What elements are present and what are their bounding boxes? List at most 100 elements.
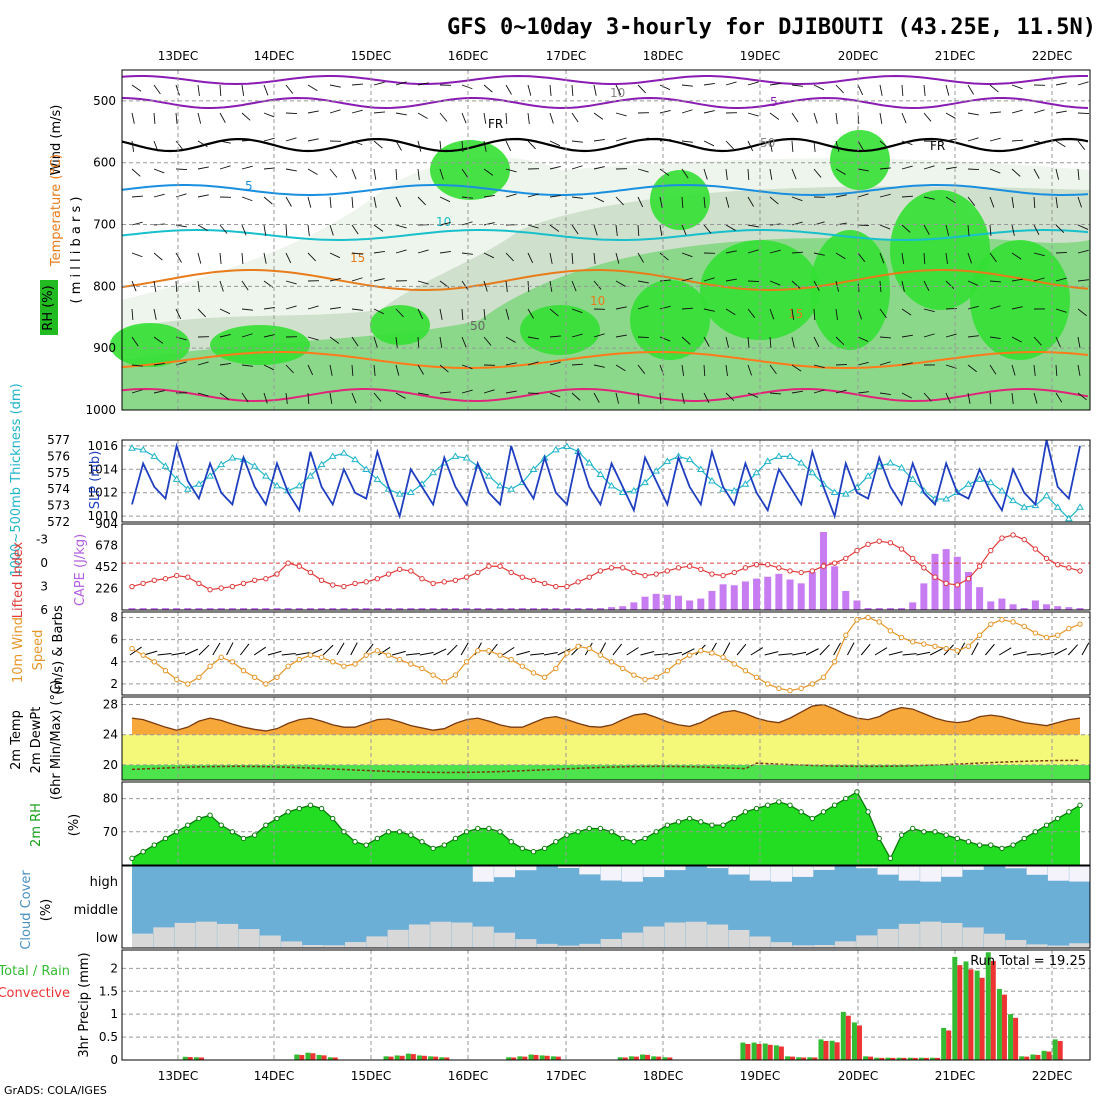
wind-barb-profile xyxy=(637,336,650,339)
li-line-pt-52 xyxy=(709,571,715,577)
rh2m-line-pt-52 xyxy=(709,822,715,828)
wind10-speed-line-pt-83 xyxy=(1054,632,1061,638)
wind-barb-profile xyxy=(659,196,663,208)
cape-bar-24 xyxy=(396,608,404,610)
cloud-low-1 xyxy=(153,927,175,948)
wind-barb-profile xyxy=(923,165,935,170)
wind-barb-profile xyxy=(417,82,429,86)
precip-bar-total-31 xyxy=(840,1011,846,1060)
wind-barb-profile xyxy=(835,112,838,124)
wind-barb-profile xyxy=(285,168,297,172)
li-line-pt-34 xyxy=(508,569,514,576)
wind10-barb-15 xyxy=(336,642,345,656)
wind-barb-profile xyxy=(263,84,269,96)
cape-bar-12 xyxy=(262,608,270,610)
wind10-speed-line-pt-37 xyxy=(541,674,548,680)
cloud-low-0 xyxy=(132,933,153,948)
li-line-pt-60 xyxy=(798,569,804,576)
cape-bar-50 xyxy=(686,600,694,610)
wind-barb-profile xyxy=(791,196,803,202)
rh-blob-3 xyxy=(520,305,600,355)
cloud-low-6 xyxy=(259,935,281,948)
cape-tick-1: 452 xyxy=(95,560,118,574)
cape-bar-13 xyxy=(273,608,281,610)
wind-barb-profile xyxy=(703,82,715,86)
cloud-low-12 xyxy=(387,929,409,948)
thickness-line-pt-69 xyxy=(897,463,906,471)
wind-barb-profile xyxy=(703,308,715,312)
cloud-high-gap-37 xyxy=(920,866,942,882)
cloud-high-gap-29 xyxy=(749,866,771,881)
wind10-speed-line-pt-49 xyxy=(675,659,682,665)
wind-barb-profile xyxy=(351,140,363,146)
wind-barb-profile xyxy=(373,336,378,348)
isotherm-purple-2 xyxy=(121,96,1089,110)
thickness-line-pt-16 xyxy=(306,472,315,479)
cape-bar-4 xyxy=(173,608,181,610)
wind-barb-profile xyxy=(923,84,926,96)
wind-barb-profile xyxy=(483,112,487,124)
wind-barb-profile xyxy=(769,280,781,286)
li-line-pt-55 xyxy=(742,565,749,571)
thickness-line-pt-60 xyxy=(797,458,806,466)
wind-barb-profile xyxy=(263,364,275,371)
cape-bar-37 xyxy=(541,608,549,610)
wind-barb-profile xyxy=(967,335,979,338)
wind10-speed-line-pt-42 xyxy=(597,652,604,658)
cloud-low-30 xyxy=(771,942,792,948)
wind-barb-profile xyxy=(417,392,429,396)
wind-barb-profile xyxy=(263,392,268,404)
li-line-pt-22 xyxy=(374,576,381,582)
wind-barb-profile xyxy=(527,224,539,229)
cape-bar-1 xyxy=(139,608,147,610)
precip-bar-conv-40 xyxy=(946,1030,952,1060)
cloud-low-27 xyxy=(707,924,729,948)
rh2m-ylabel: 2m RH xyxy=(29,803,44,847)
wind-barb-profile xyxy=(461,280,469,291)
wind-barb-profile xyxy=(791,308,795,320)
cape-tick-3: 904 xyxy=(95,517,118,531)
li-line-pt-28 xyxy=(441,579,447,585)
li-line-pt-9 xyxy=(229,583,236,590)
rh2m-line-pt-32 xyxy=(486,825,492,832)
wind-barb-profile xyxy=(505,140,512,152)
wind-barb-profile xyxy=(945,166,957,170)
wind-barb-profile xyxy=(329,224,334,236)
cloud-low-11 xyxy=(366,936,388,948)
wind-barb-profile xyxy=(659,168,670,176)
li-line-pt-68 xyxy=(887,540,894,546)
bottom-day-label-0: 13DEC xyxy=(158,1069,198,1083)
wind10-speed-line-pt-17 xyxy=(318,654,325,661)
wind-barb-profile xyxy=(1011,336,1022,343)
rh2m-line-pt-75 xyxy=(965,839,972,845)
precip-bar-conv-15 xyxy=(544,1055,550,1060)
wind-barb-profile xyxy=(197,194,209,198)
wind-barb-profile xyxy=(505,112,508,125)
wind-barb-profile xyxy=(769,336,772,348)
precip-bar-total-17 xyxy=(617,1057,623,1060)
wind-barb-profile xyxy=(659,392,662,404)
wind-barb-profile xyxy=(857,336,869,342)
wind-barb-profile xyxy=(967,392,971,404)
wind-barb-profile xyxy=(505,390,517,394)
wind-barb-profile xyxy=(307,252,316,262)
wind10-speed-line-pt-63 xyxy=(831,659,838,665)
cloud-low-18 xyxy=(515,939,537,948)
wind-barb-profile xyxy=(351,364,354,377)
wind-barb-profile xyxy=(879,308,887,319)
precip-bar-total-41 xyxy=(952,956,958,1060)
thickness-line-pt-6 xyxy=(195,480,203,487)
precip-bar-conv-29 xyxy=(823,1041,829,1060)
wind-barb-profile xyxy=(153,362,165,366)
wind10-speed-line-pt-16 xyxy=(307,652,314,658)
thickness-line-pt-20 xyxy=(351,455,359,463)
bottom-day-label-1: 14DEC xyxy=(254,1069,294,1083)
li-line-pt-0 xyxy=(129,583,135,590)
precip-legend-total: Total / Rain xyxy=(0,964,70,979)
wind10-speed-line-pt-35 xyxy=(519,663,526,669)
wind-barb-profile xyxy=(417,336,420,349)
precip-bar-total-11 xyxy=(439,1057,445,1060)
thickness-line-pt-0 xyxy=(128,444,136,451)
rh2m-line-pt-13 xyxy=(274,815,280,822)
precip-bar-total-28 xyxy=(807,1057,813,1060)
